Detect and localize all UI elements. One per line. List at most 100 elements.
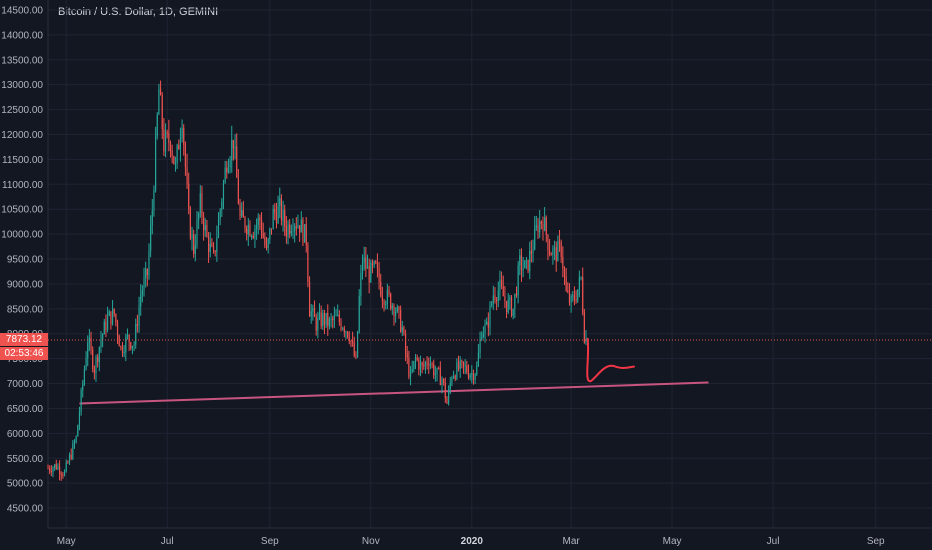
y-tick-label: 14500.00	[1, 5, 43, 16]
candle-body	[365, 257, 367, 269]
candle-body	[393, 305, 395, 316]
candle-body	[150, 225, 152, 252]
candle-body	[481, 337, 483, 340]
candle-body	[191, 234, 193, 239]
y-tick-label: 8500.00	[7, 304, 44, 315]
candle-body	[251, 235, 253, 237]
candle-body	[57, 466, 59, 469]
candle-body	[100, 339, 102, 348]
candle-body	[537, 225, 539, 233]
candle-body	[411, 369, 413, 372]
candle-body	[222, 182, 225, 202]
candle-body	[256, 225, 258, 229]
candle-body	[454, 376, 456, 379]
candle-body	[413, 361, 415, 370]
time-axis[interactable]: May Jul Sep Nov 2020 Mar May Jul Sep	[57, 536, 885, 547]
candle-body	[131, 345, 134, 349]
candle-body	[138, 306, 140, 326]
candle-body	[169, 142, 172, 151]
candle-body	[441, 379, 443, 386]
candle-body	[207, 236, 210, 252]
candle-body	[209, 243, 211, 252]
candle-body	[428, 364, 430, 366]
candle-body	[431, 363, 433, 365]
y-tick-label: 13000.00	[1, 80, 43, 91]
candle-body	[188, 183, 190, 209]
candle-body	[279, 198, 281, 206]
candle-body	[544, 217, 546, 231]
candle-body	[236, 146, 238, 178]
candle-body	[456, 362, 458, 379]
candle-body	[304, 224, 306, 243]
candle-body	[327, 312, 329, 326]
candle-body	[198, 213, 200, 221]
candle-body	[128, 334, 130, 343]
candle-body	[406, 353, 408, 358]
candle-body	[529, 250, 531, 272]
candle-body	[275, 213, 278, 224]
candle-body	[194, 245, 196, 254]
candle-body	[312, 307, 314, 312]
candle-body	[173, 155, 175, 164]
candle-body	[72, 443, 74, 459]
candle-body	[133, 344, 135, 346]
candle-body	[385, 303, 387, 305]
candle-body	[277, 205, 279, 224]
candle-body	[193, 234, 195, 254]
support-trendline[interactable]	[79, 381, 709, 405]
candle-body	[347, 331, 349, 338]
y-tick-label: 4500.00	[7, 504, 44, 515]
candle-body	[350, 341, 352, 343]
projection-drawing[interactable]	[586, 337, 636, 383]
candle-body	[307, 245, 309, 282]
candle-body	[262, 233, 264, 238]
candle-body	[414, 357, 417, 362]
candle-body	[449, 382, 451, 390]
x-tick-label: May	[663, 536, 682, 547]
candle-body	[467, 372, 470, 378]
candle-body	[118, 336, 120, 347]
candle-body	[582, 277, 584, 313]
candle-body	[176, 145, 178, 164]
candle-body	[330, 318, 332, 320]
x-tick-label: Sep	[867, 536, 885, 547]
price-axis[interactable]: 14500.00 14000.00 13500.00 13000.00 12500.00…	[1, 5, 43, 514]
candle-body	[229, 160, 231, 168]
candle-body	[423, 365, 425, 367]
candle-body	[479, 339, 481, 353]
candle-body	[547, 234, 549, 251]
candle-body	[203, 216, 205, 231]
candle-body	[201, 193, 203, 217]
candle-body	[459, 360, 461, 370]
candle-body	[505, 300, 508, 313]
candle-body	[376, 262, 379, 269]
candle-body	[322, 313, 324, 327]
candle-body	[400, 310, 402, 332]
candle-body	[121, 346, 124, 353]
candle-body	[77, 425, 79, 437]
candle-body	[107, 315, 109, 331]
candle-body	[457, 362, 460, 370]
candle-body	[239, 203, 241, 217]
candle-body	[241, 210, 243, 217]
candle-body	[335, 315, 337, 317]
candle-body	[111, 308, 114, 325]
candle-body	[340, 321, 342, 330]
candle-body	[472, 373, 475, 380]
candle-body	[105, 321, 107, 331]
candle-body	[494, 295, 496, 300]
candle-body	[140, 294, 142, 307]
candle-body	[555, 247, 557, 262]
candle-body	[471, 373, 473, 375]
candle-body	[151, 210, 153, 226]
candle-body	[97, 357, 99, 363]
candle-body	[95, 357, 97, 374]
candle-body	[558, 241, 561, 243]
candle-body	[315, 316, 317, 331]
candle-body	[232, 139, 234, 149]
candle-body	[199, 193, 201, 214]
candle-body	[360, 273, 362, 297]
candle-body	[477, 352, 479, 367]
candle-body	[530, 250, 532, 254]
